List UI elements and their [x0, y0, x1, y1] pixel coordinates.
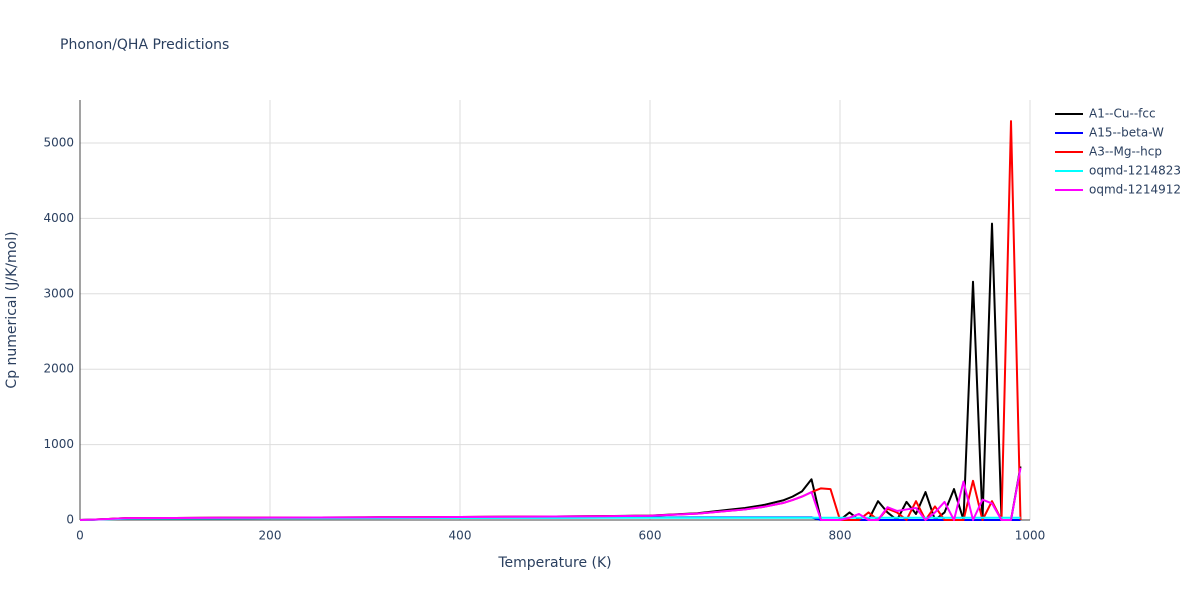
y-axis-title: Cp numerical (J/K/mol) [4, 231, 20, 388]
y-tick-label: 2000 [43, 362, 74, 376]
x-tick-label: 400 [449, 529, 472, 543]
x-axis-title: Temperature (K) [497, 555, 611, 571]
legend-label: A15--beta-W [1089, 126, 1164, 140]
y-tick-label: 5000 [43, 135, 74, 149]
series-line [79, 120, 1022, 521]
y-tick-label: 0 [66, 513, 74, 527]
legend-label: oqmd-1214823 [1089, 164, 1181, 178]
y-tick-label: 1000 [43, 437, 74, 451]
x-tick-label: 800 [829, 529, 852, 543]
legend-label: oqmd-1214912 [1089, 183, 1181, 197]
legend-label: A3--Mg--hcp [1089, 145, 1162, 159]
y-tick-label: 3000 [43, 286, 74, 300]
y-tick-label: 4000 [43, 211, 74, 225]
legend-label: A1--Cu--fcc [1089, 107, 1156, 121]
x-tick-label: 0 [76, 529, 84, 543]
x-tick-label: 200 [259, 529, 282, 543]
x-tick-label: 1000 [1015, 529, 1046, 543]
series-line [79, 467, 1022, 521]
chart-title: Phonon/QHA Predictions [60, 37, 229, 53]
series-line [79, 222, 1022, 521]
x-tick-label: 600 [639, 529, 662, 543]
